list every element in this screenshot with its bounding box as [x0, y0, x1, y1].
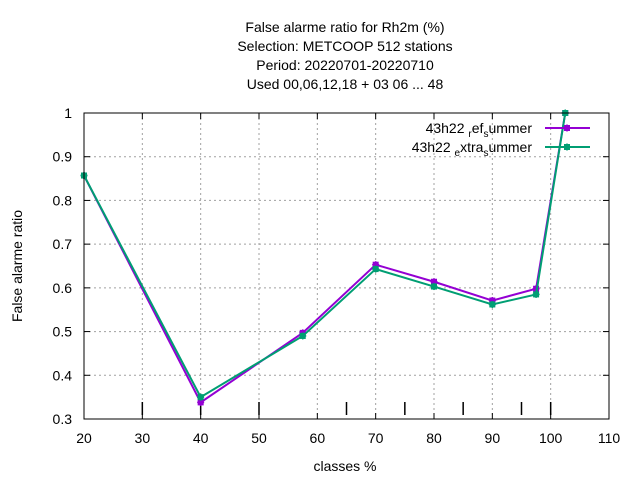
y-tick-label: 1 [64, 105, 72, 121]
x-tick-label: 110 [598, 430, 621, 446]
y-tick-label: 0.8 [53, 192, 73, 208]
data-point [430, 283, 438, 291]
x-tick-labels: 20 30 40 50 60 70 80 90 100 110 [76, 430, 620, 446]
legend-label: 43h22 extrasummer [412, 139, 533, 159]
x-tick-label: 80 [426, 430, 442, 446]
x-axis-label: classes % [313, 458, 376, 474]
x-tick-label: 20 [76, 430, 92, 446]
title-line-3: Period: 20220701-20220710 [256, 57, 434, 73]
data-point [532, 290, 540, 298]
chart-title: False alarme ratio for Rh2m (%) Selectio… [237, 19, 452, 92]
data-point [488, 300, 496, 308]
data-point [197, 393, 205, 401]
legend-marker [563, 124, 571, 132]
y-tick-label: 0.9 [53, 149, 73, 165]
data-series [80, 109, 569, 406]
y-tick-label: 0.3 [53, 411, 73, 427]
title-line-2: Selection: METCOOP 512 stations [237, 38, 452, 54]
series-line [83, 112, 567, 399]
x-tick-label: 90 [485, 430, 501, 446]
x-tick-label: 50 [251, 430, 267, 446]
data-point [299, 332, 307, 340]
x-tick-label: 40 [193, 430, 209, 446]
data-point [372, 265, 380, 273]
legend-label: 43h22 refsummer [426, 120, 533, 140]
legend-marker [563, 143, 571, 151]
class-boundary-marks [141, 402, 552, 415]
y-tick-label: 0.7 [53, 236, 73, 252]
x-tick-label: 70 [368, 430, 384, 446]
series-line [83, 112, 567, 404]
legend-entry-1: 43h22 refsummer [426, 120, 590, 140]
x-tick-label: 100 [539, 430, 563, 446]
y-tick-labels: 0.3 0.4 0.5 0.6 0.7 0.8 0.9 1 [53, 105, 73, 427]
grid [84, 113, 609, 419]
legend-entry-2: 43h22 extrasummer [412, 139, 590, 159]
axis-ticks [83, 112, 610, 420]
title-line-1: False alarme ratio for Rh2m (%) [245, 19, 444, 35]
title-line-4: Used 00,06,12,18 + 03 06 ... 48 [247, 76, 444, 92]
plot-frame [83, 112, 610, 420]
y-tick-label: 0.4 [53, 367, 73, 383]
y-tick-label: 0.5 [53, 324, 73, 340]
x-tick-label: 30 [135, 430, 151, 446]
y-axis-label: False alarme ratio [9, 210, 25, 322]
x-tick-label: 60 [310, 430, 326, 446]
y-tick-label: 0.6 [53, 280, 73, 296]
